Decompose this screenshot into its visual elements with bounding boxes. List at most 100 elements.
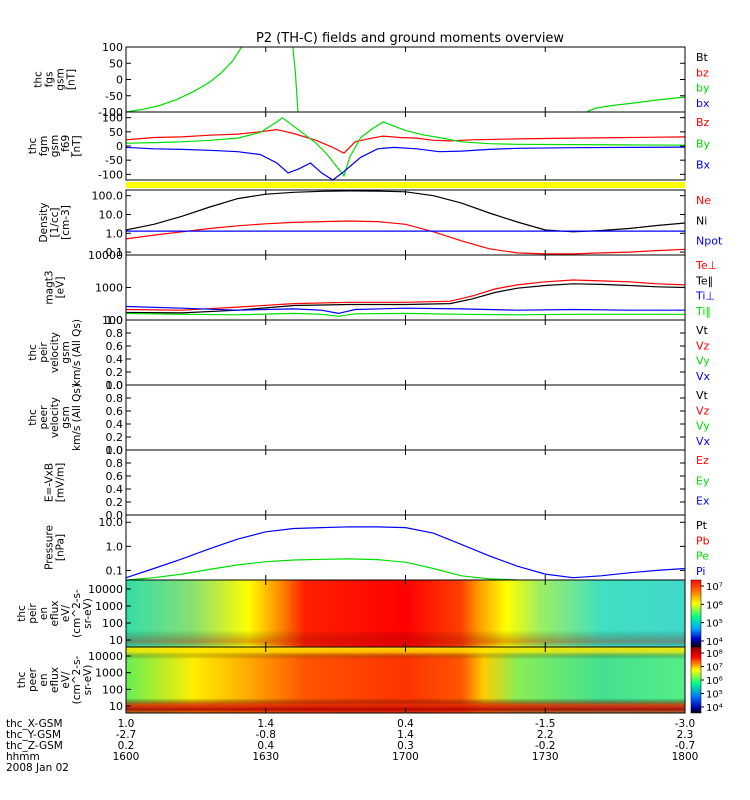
y-tick-label: 10000 — [88, 249, 123, 262]
y-axis-label: Pressure — [44, 525, 56, 570]
series-line-By — [126, 116, 685, 178]
y-axis-label: thc — [33, 71, 45, 88]
y-axis-label: peir — [38, 342, 50, 363]
legend-entry: Vt — [696, 389, 709, 402]
y-tick-label: 1.0 — [106, 314, 124, 327]
series-group — [126, 526, 685, 580]
spectrogram-overlay — [126, 580, 685, 647]
legend-entry: Npot — [696, 235, 723, 248]
y-axis-label: gsm — [60, 341, 72, 363]
legend-entry: Vx — [696, 435, 711, 448]
colorbar-label: 10⁵ — [706, 619, 723, 630]
legend-entry: Vz — [696, 404, 710, 417]
y-tick-label: -50 — [105, 154, 123, 167]
legend-entry: Pt — [696, 519, 708, 532]
series-line-Pi — [126, 526, 685, 579]
y-tick-label: 1.0 — [106, 379, 124, 392]
y-tick-label: 0.8 — [106, 457, 124, 470]
axis-value: 1730 — [532, 751, 559, 763]
y-tick-label: 100 — [102, 683, 123, 696]
y-tick-label: 0.2 — [106, 431, 124, 444]
axis-value: -0.8 — [256, 729, 277, 741]
legend-entry: Ne — [696, 194, 711, 207]
panel-frame — [125, 319, 686, 386]
y-tick-label: 100 — [102, 314, 123, 327]
y-tick-label: -100 — [98, 106, 123, 119]
colorbar-label: 10⁷ — [706, 663, 723, 674]
colorbar-label: 10⁷ — [706, 582, 723, 593]
y-axis-label: sr-eV) — [82, 665, 94, 696]
colorbar-label: 10⁸ — [706, 649, 723, 660]
legend-entry: bz — [696, 66, 709, 79]
y-axis-label: fgs — [44, 72, 56, 88]
axis-value: 1.4 — [397, 729, 414, 741]
y-tick-label: 1000 — [95, 667, 123, 680]
colorbar-label: 10⁵ — [706, 690, 723, 701]
series-line-Ne — [126, 220, 685, 255]
series-line-by — [584, 96, 685, 112]
y-tick-label: 0.2 — [106, 496, 124, 509]
y-tick-label: 10.0 — [99, 208, 124, 221]
colorbar-label: 10⁴ — [706, 637, 723, 648]
legend-entry: Ti‖ — [695, 305, 711, 318]
y-axis-label: en — [38, 607, 50, 620]
yellow-band — [126, 182, 685, 188]
axis-row-label: thc_Z-GSM — [6, 740, 63, 752]
axis-value: 1630 — [252, 751, 279, 763]
series-line-Ti⊥ — [126, 305, 685, 315]
legend-entry: By — [696, 137, 711, 150]
panel-pressure: 10.0 1.0 0.1 Pressure [nPa] Pt Pb Pe Pi — [44, 514, 710, 581]
panel-temp: 10000 1000 100 magt3 [eV] Te⊥ Te‖ Ti⊥ Ti‖ — [44, 249, 718, 327]
legend-entry: Bt — [696, 51, 709, 64]
y-tick-label: 1.0 — [106, 444, 124, 457]
y-tick-label: 1000 — [95, 282, 123, 295]
y-axis-label: [eV] — [55, 277, 67, 299]
legend-entry: Bx — [696, 159, 711, 172]
y-tick-label: 100 — [102, 617, 123, 630]
y-axis-label: eflux — [49, 667, 61, 693]
series-line-Te‖ — [126, 283, 685, 314]
y-axis-label: E=-VxB — [44, 463, 56, 502]
series-line-by — [292, 47, 299, 112]
y-tick-label: 1000 — [95, 600, 123, 613]
series-group — [126, 116, 685, 180]
y-tick-label: 0 — [116, 140, 123, 153]
y-tick-label: 100.0 — [92, 190, 124, 203]
legend-entry: Te⊥ — [695, 259, 717, 272]
y-axis-label: [cm-3] — [60, 205, 72, 240]
colorbar-label: 10⁴ — [706, 703, 723, 714]
y-tick-label: 0.4 — [106, 483, 124, 496]
y-axis-label: eV/ — [60, 671, 72, 689]
y-tick-label: 0.6 — [106, 470, 124, 483]
legend-entry: Pi — [696, 565, 705, 578]
y-tick-label: 0.4 — [106, 353, 124, 366]
axis-value: 2.3 — [677, 729, 694, 741]
axis-value: 2.2 — [537, 729, 554, 741]
y-tick-label: 1.0 — [106, 227, 124, 240]
panel-peir_en: 10⁷ 10⁶ 10⁵ 10⁴ 10000 1000 100 10 thc peir en eflux… — [16, 579, 723, 648]
axis-value: 1.0 — [118, 718, 135, 730]
y-axis-label: gsm — [55, 68, 67, 90]
legend-entry: Ex — [696, 495, 710, 508]
series-line-Te⊥ — [126, 279, 685, 311]
panel-frame — [125, 449, 686, 516]
legend-entry: Pb — [696, 534, 710, 547]
y-axis-label: velocity — [49, 397, 61, 438]
legend-entry: Te‖ — [695, 274, 713, 287]
y-axis-label: km/s (All Qs) — [71, 319, 83, 386]
y-tick-label: 1.0 — [106, 540, 124, 553]
legend-entry: Vt — [696, 324, 709, 337]
spectrogram-overlay — [126, 647, 685, 713]
y-axis-label: [nT] — [71, 135, 83, 156]
y-tick-label: 100 — [102, 41, 123, 54]
y-tick-label: 0.6 — [106, 340, 124, 353]
axis-value: 0.4 — [397, 718, 414, 730]
series-line-Bx — [126, 146, 685, 180]
y-axis-label: magt3 — [44, 270, 56, 304]
y-tick-label: 0.8 — [106, 327, 124, 340]
